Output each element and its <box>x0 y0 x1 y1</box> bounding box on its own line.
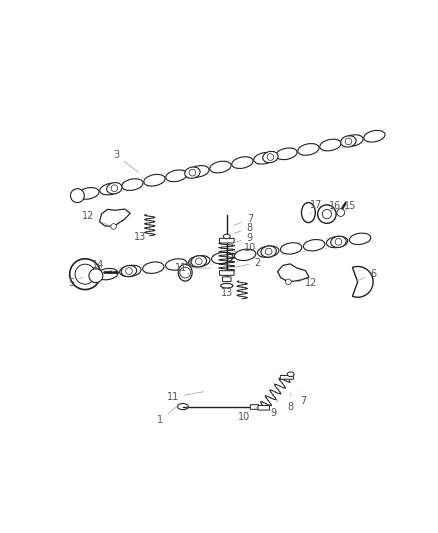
Ellipse shape <box>234 249 256 261</box>
Text: 4: 4 <box>185 260 191 274</box>
Ellipse shape <box>177 403 188 410</box>
Ellipse shape <box>326 236 348 248</box>
Polygon shape <box>77 130 386 200</box>
Ellipse shape <box>350 233 371 245</box>
Text: 7: 7 <box>234 214 253 225</box>
Text: 8: 8 <box>234 223 253 233</box>
Ellipse shape <box>89 269 103 282</box>
Circle shape <box>195 258 202 265</box>
Ellipse shape <box>78 188 99 199</box>
Ellipse shape <box>342 135 363 147</box>
Text: 12: 12 <box>82 212 109 225</box>
Ellipse shape <box>254 152 275 164</box>
Ellipse shape <box>188 256 210 267</box>
Ellipse shape <box>221 284 233 288</box>
Text: 9: 9 <box>234 233 253 243</box>
Polygon shape <box>99 209 130 227</box>
Text: 13: 13 <box>221 288 240 298</box>
Ellipse shape <box>166 170 187 182</box>
Circle shape <box>70 259 100 289</box>
Circle shape <box>111 185 118 191</box>
Ellipse shape <box>341 136 356 147</box>
Text: 14: 14 <box>92 260 113 271</box>
Text: 11: 11 <box>167 392 203 402</box>
Text: 11: 11 <box>174 263 211 273</box>
Ellipse shape <box>261 246 276 257</box>
Circle shape <box>322 209 332 219</box>
Wedge shape <box>353 266 373 297</box>
Ellipse shape <box>320 139 341 151</box>
Ellipse shape <box>210 161 231 173</box>
Ellipse shape <box>287 372 294 377</box>
Circle shape <box>267 154 274 160</box>
Ellipse shape <box>185 167 200 178</box>
Text: 13: 13 <box>134 230 152 242</box>
Ellipse shape <box>143 262 164 273</box>
Ellipse shape <box>191 256 207 267</box>
Ellipse shape <box>364 131 385 142</box>
Text: 10: 10 <box>234 243 256 253</box>
Text: 15: 15 <box>344 201 356 212</box>
Ellipse shape <box>301 203 315 223</box>
Ellipse shape <box>258 246 279 257</box>
Ellipse shape <box>166 259 187 270</box>
Text: 9: 9 <box>270 400 278 418</box>
Ellipse shape <box>232 157 253 168</box>
Ellipse shape <box>263 151 278 163</box>
FancyBboxPatch shape <box>219 238 234 243</box>
Text: 8: 8 <box>288 393 294 411</box>
Text: 17: 17 <box>310 200 322 214</box>
Ellipse shape <box>212 252 233 264</box>
Text: 10: 10 <box>238 407 258 422</box>
Ellipse shape <box>107 183 122 194</box>
Text: 6: 6 <box>357 269 376 281</box>
Ellipse shape <box>120 265 141 277</box>
Ellipse shape <box>276 148 297 160</box>
Ellipse shape <box>178 264 192 281</box>
Text: 3: 3 <box>113 150 138 172</box>
Polygon shape <box>278 264 309 282</box>
Ellipse shape <box>97 269 118 280</box>
Circle shape <box>318 205 336 223</box>
Circle shape <box>189 169 196 176</box>
Circle shape <box>345 138 352 145</box>
Ellipse shape <box>223 234 230 239</box>
Text: 7: 7 <box>300 391 307 406</box>
Text: 2: 2 <box>234 257 261 268</box>
Ellipse shape <box>71 189 85 203</box>
Text: 16: 16 <box>328 201 341 212</box>
Circle shape <box>265 248 272 255</box>
Polygon shape <box>95 233 372 280</box>
Circle shape <box>111 224 117 229</box>
Ellipse shape <box>298 143 319 155</box>
Ellipse shape <box>304 239 325 251</box>
Ellipse shape <box>122 179 143 190</box>
Text: 1: 1 <box>157 405 178 425</box>
Ellipse shape <box>188 166 209 177</box>
Text: 12: 12 <box>293 278 318 288</box>
FancyBboxPatch shape <box>250 405 259 409</box>
Ellipse shape <box>144 174 165 186</box>
Ellipse shape <box>331 236 346 247</box>
Circle shape <box>335 238 342 245</box>
Circle shape <box>286 279 291 285</box>
FancyBboxPatch shape <box>258 406 269 410</box>
Circle shape <box>126 268 132 274</box>
FancyBboxPatch shape <box>280 375 293 379</box>
Circle shape <box>75 264 95 284</box>
Circle shape <box>337 209 345 216</box>
FancyBboxPatch shape <box>219 271 234 276</box>
Ellipse shape <box>100 183 121 195</box>
Ellipse shape <box>121 265 137 277</box>
Circle shape <box>180 267 191 278</box>
FancyBboxPatch shape <box>223 277 231 281</box>
Ellipse shape <box>280 243 302 254</box>
Text: 5: 5 <box>68 277 83 288</box>
